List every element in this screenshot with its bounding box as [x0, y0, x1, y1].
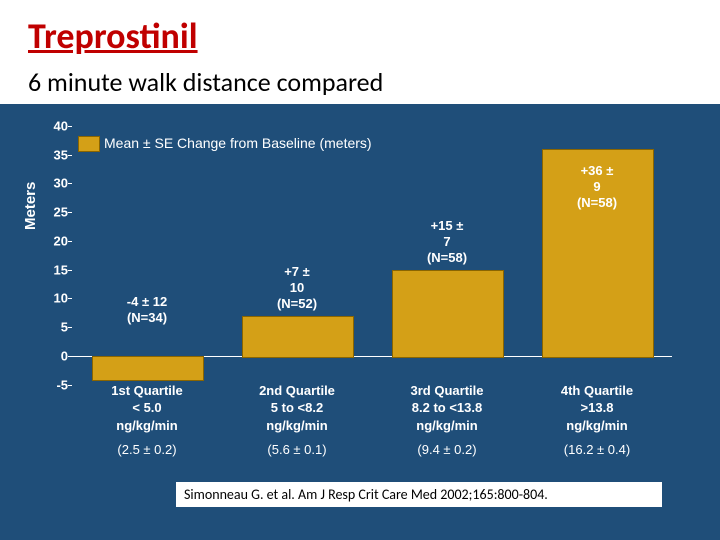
- category-sub: (5.6 ± 0.1): [222, 442, 372, 457]
- y-axis-label: Meters: [22, 182, 39, 230]
- bar: [242, 316, 354, 358]
- category-sub: (2.5 ± 0.2): [72, 442, 222, 457]
- bar-value-label: +15 ±7(N=58): [392, 218, 502, 267]
- title-container: Treprostinil: [0, 0, 720, 64]
- category-label: 3rd Quartile8.2 to <13.8ng/kg/min: [372, 382, 522, 435]
- bar: [92, 356, 204, 381]
- plot-area: -50510152025303540Mean ± SE Change from …: [72, 126, 672, 456]
- slide-title: Treprostinil: [28, 14, 692, 58]
- y-tick-mark: [68, 126, 72, 127]
- y-tick: 0: [42, 348, 68, 363]
- bar-value-label: +36 ±9(N=58): [542, 163, 652, 212]
- y-tick-mark: [68, 298, 72, 299]
- legend-label: Mean ± SE Change from Baseline (meters): [104, 135, 372, 151]
- citation: Simonneau G. et al. Am J Resp Crit Care …: [184, 486, 654, 503]
- y-tick: 25: [42, 205, 68, 220]
- y-tick-mark: [68, 327, 72, 328]
- bar: [392, 270, 504, 358]
- category-sub: (9.4 ± 0.2): [372, 442, 522, 457]
- y-tick: 15: [42, 262, 68, 277]
- y-tick: -5: [42, 377, 68, 392]
- y-tick: 5: [42, 320, 68, 335]
- y-tick-mark: [68, 212, 72, 213]
- slide-subtitle: 6 minute walk distance compared: [28, 66, 692, 98]
- category-label: 2nd Quartile5 to <8.2ng/kg/min: [222, 382, 372, 435]
- y-tick: 35: [42, 147, 68, 162]
- category-label: 1st Quartile< 5.0ng/kg/min: [72, 382, 222, 435]
- subtitle-container: 6 minute walk distance compared: [0, 64, 720, 104]
- y-tick-mark: [68, 241, 72, 242]
- bar-value-label: -4 ± 12(N=34): [92, 294, 202, 327]
- citation-container: Simonneau G. et al. Am J Resp Crit Care …: [176, 482, 662, 507]
- y-tick: 10: [42, 291, 68, 306]
- category-sub: (16.2 ± 0.4): [522, 442, 672, 457]
- y-tick-mark: [68, 155, 72, 156]
- legend-swatch: [78, 136, 100, 152]
- y-tick: 40: [42, 119, 68, 134]
- y-tick-mark: [68, 270, 72, 271]
- bar-value-label: +7 ±10(N=52): [242, 264, 352, 313]
- slide: Treprostinil 6 minute walk distance comp…: [0, 0, 720, 540]
- y-tick: 30: [42, 176, 68, 191]
- y-tick-mark: [68, 183, 72, 184]
- chart: Meters -50510152025303540Mean ± SE Chang…: [30, 120, 690, 470]
- y-tick: 20: [42, 233, 68, 248]
- category-label: 4th Quartile>13.8ng/kg/min: [522, 382, 672, 435]
